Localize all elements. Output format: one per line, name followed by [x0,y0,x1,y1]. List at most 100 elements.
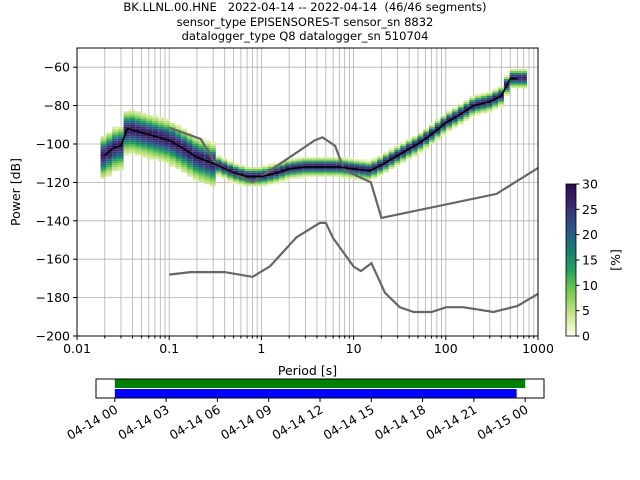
histogram-cell [198,167,205,169]
histogram-cell [210,145,216,148]
histogram-cell [244,168,251,171]
x-tick-label: 0.1 [159,341,179,356]
histogram-cell [169,151,176,154]
histogram-cell [475,107,481,110]
timeline-tick-label: 04-14 18 [372,402,428,443]
y-tick-label: −120 [36,175,70,190]
histogram-cell [394,157,401,160]
histogram-cell [152,144,159,146]
histogram-cell [284,163,291,166]
histogram-cell [204,182,211,185]
histogram-cell [175,165,182,168]
histogram-cell [457,115,464,118]
histogram-cell [331,170,337,173]
y-tick-label: −60 [44,60,70,75]
histogram-cell [123,124,130,127]
x-axis-label: Period [s] [278,363,337,378]
new-low-noise-model-line [169,221,539,314]
histogram-cell [279,172,285,175]
histogram-cell [117,159,124,162]
histogram-cell [233,178,239,181]
histogram-cell [503,74,510,77]
histogram-cell [123,144,130,146]
histogram-cell [417,151,424,154]
histogram-cell [140,115,147,118]
histogram-cell [163,149,170,152]
histogram-cell [221,165,228,168]
histogram-cell [279,176,285,179]
histogram-cell [273,178,280,181]
histogram-cell [169,122,176,125]
histogram-cell [100,159,107,162]
histogram-cell [186,132,193,135]
histogram-cell [492,107,499,110]
x-tick-label: 0.01 [63,341,91,356]
histogram-cell [123,117,130,120]
histogram-cell [112,138,118,141]
histogram-cell [250,167,257,169]
histogram-cell [192,151,199,154]
histogram-cell [267,182,274,185]
histogram-cell [135,151,141,154]
histogram-cell [486,96,493,98]
histogram-cell [371,163,378,166]
histogram-cell [210,165,216,168]
histogram-cell [469,96,476,98]
histogram-cell [463,111,470,114]
histogram-cell [417,140,424,143]
histogram-cell [112,128,118,131]
histogram-cell [163,140,170,143]
histogram-cell [100,157,107,160]
histogram-cell [117,140,124,143]
histogram-cell [192,149,199,152]
histogram-cell [486,99,493,102]
histogram-cell [354,172,360,175]
histogram-cell [152,149,159,152]
histogram-cell [135,120,141,123]
histogram-cell [319,168,326,171]
histogram-cell [146,144,153,146]
histogram-cell [233,176,239,179]
timeline-tick-label: 04-14 00 [64,402,120,443]
histogram-cell [371,174,378,177]
histogram-cell [417,147,424,150]
histogram-cell [140,136,147,139]
histogram-cell [186,161,193,164]
histogram-cell [169,138,176,141]
histogram-cell [388,165,395,168]
histogram-cell [210,168,216,171]
histogram-cell [331,172,337,175]
histogram-cell [256,172,262,175]
histogram-cell [181,165,187,168]
histogram-cell [469,103,476,106]
histogram-cell [400,142,406,144]
histogram-cell [503,92,510,95]
histogram-cell [244,174,251,177]
histogram-cell [204,153,211,156]
histogram-cell [457,107,464,110]
histogram-cell [106,159,113,162]
histogram-cell [158,155,164,158]
histogram-cell [486,97,493,100]
histogram-cell [261,167,268,169]
histogram-cell [336,174,343,177]
histogram-cell [492,105,499,108]
histogram-cell [521,86,527,89]
histogram-cell [388,151,395,154]
histogram-cell [348,159,355,162]
histogram-cell [175,132,182,135]
histogram-cell [106,144,113,146]
timeline-tick-label: 04-14 06 [167,402,223,443]
histogram-cell [227,167,234,169]
x-axis: 0.01 0.1 1 10 100 1000 Period [s] [63,336,554,378]
histogram-cell [238,168,245,171]
histogram-cell [325,163,332,166]
histogram-cell [140,117,147,120]
histogram-cell [140,149,147,152]
histogram-cell [106,153,113,156]
histogram-cell [175,151,182,154]
histogram-cell [221,157,228,160]
histogram-cell [498,105,504,108]
histogram-cell [198,180,205,183]
